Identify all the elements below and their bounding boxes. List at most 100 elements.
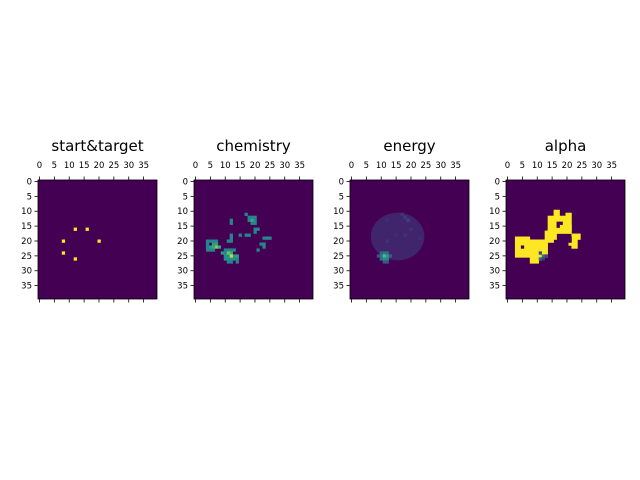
- x-tick-label: 35: [450, 161, 461, 171]
- heatmap-cell: [97, 239, 101, 243]
- heatmap-cell: [229, 221, 233, 225]
- heatmap-cell: [229, 236, 233, 240]
- heatmap-cell: [265, 236, 269, 240]
- x-tick-label: 20: [406, 161, 417, 171]
- heatmap-cell: [253, 230, 257, 234]
- heatmap-cell: [247, 215, 251, 219]
- heatmap-cell: [205, 245, 210, 249]
- heatmap-cell: [568, 236, 572, 240]
- heatmap-cell: [226, 248, 230, 252]
- heatmap-cell: [244, 212, 248, 216]
- heatmap-cell: [235, 257, 239, 261]
- heatmap-cell: [379, 257, 384, 261]
- y-tick-label: 0: [495, 177, 500, 187]
- y-tick-label: 15: [21, 222, 32, 232]
- heatmap-cell: [73, 257, 77, 261]
- heatmap-cell: [226, 254, 230, 258]
- heatmap-cell: [205, 248, 210, 252]
- x-tick-label: 10: [532, 161, 543, 171]
- x-tick-label: 15: [79, 161, 90, 171]
- heatmap-cell: [214, 239, 219, 243]
- heatmap-cell: [220, 251, 225, 255]
- axes-frame: [37, 179, 158, 300]
- heatmap-region: [571, 245, 578, 249]
- heatmap-cell: [85, 227, 89, 231]
- y-tick-label: 5: [339, 192, 344, 202]
- heatmap-cell: [541, 257, 545, 261]
- y-tick-label: 0: [27, 177, 32, 187]
- heatmap-region: [568, 239, 578, 246]
- heatmap-cell: [211, 245, 216, 249]
- heatmap-cell: [559, 221, 563, 225]
- heatmap-cell: [538, 257, 542, 261]
- heatmap-cell: [394, 233, 398, 237]
- heatmap-cell: [568, 239, 572, 243]
- heatmap-cell: [385, 254, 389, 258]
- heatmap-region: [571, 233, 581, 240]
- chart-title: chemistry: [216, 137, 291, 155]
- heatmap-cell: [223, 251, 228, 255]
- axes-frame: [349, 179, 470, 300]
- heatmap-cell: [214, 245, 219, 249]
- x-tick-label: 10: [64, 161, 75, 171]
- heatmap-cell: [235, 254, 239, 258]
- heatmap-cell: [244, 233, 248, 237]
- heatmap-cell: [226, 260, 230, 264]
- y-tick-label: 10: [21, 207, 32, 217]
- heatmap-cell: [235, 260, 239, 264]
- y-tick-label: 15: [489, 222, 500, 232]
- heatmap-cell: [379, 254, 384, 258]
- heatmap-cell: [256, 248, 260, 252]
- heatmap-cell: [268, 236, 272, 240]
- y-tick-label: 30: [21, 267, 32, 277]
- x-tick-label: 5: [364, 161, 369, 171]
- heatmap-cell: [385, 260, 389, 264]
- heatmap-cell: [229, 251, 233, 255]
- heatmap-cell: [403, 215, 407, 219]
- x-tick-label: 15: [235, 161, 246, 171]
- heatmap-cell: [217, 245, 222, 249]
- heatmap-cell: [385, 257, 389, 261]
- heatmap-cell: [382, 251, 386, 255]
- heatmap-cell: [208, 245, 213, 249]
- y-tick-label: 20: [177, 237, 188, 247]
- heatmap-cell: [211, 239, 216, 243]
- y-tick-label: 35: [21, 282, 32, 292]
- heatmap-cell: [223, 248, 228, 252]
- x-tick-label: 20: [562, 161, 573, 171]
- heatmap-region: [544, 230, 554, 243]
- heatmap-cell: [229, 257, 233, 261]
- heatmap-cell: [382, 260, 386, 264]
- heatmap-cell: [232, 257, 236, 261]
- y-tick-label: 25: [177, 252, 188, 262]
- heatmap-cell: [229, 260, 233, 264]
- y-tick-label: 35: [489, 282, 500, 292]
- heatmap-cell: [253, 218, 257, 222]
- heatmap-cell: [379, 251, 384, 255]
- x-tick-label: 0: [505, 161, 510, 171]
- y-tick-label: 0: [183, 177, 188, 187]
- heatmap-cell: [208, 239, 213, 243]
- y-tick-label: 5: [27, 192, 32, 202]
- heatmap-cell: [385, 218, 389, 222]
- heatmap-region: [529, 257, 540, 264]
- heatmap-cell: [382, 257, 386, 261]
- x-tick-label: 5: [208, 161, 213, 171]
- x-tick-label: 10: [220, 161, 231, 171]
- heatmap-region: [568, 224, 572, 234]
- x-tick-label: 10: [376, 161, 387, 171]
- heatmap-cell: [232, 254, 236, 258]
- x-tick-label: 0: [349, 161, 354, 171]
- axes-frame: [193, 179, 314, 300]
- heatmap-cell: [226, 251, 230, 255]
- y-tick-label: 10: [489, 207, 500, 217]
- heatmap-cell: [247, 218, 251, 222]
- heatmap-cell: [229, 218, 233, 222]
- x-tick-label: 0: [37, 161, 42, 171]
- x-tick-label: 5: [520, 161, 525, 171]
- heatmap-cell: [262, 245, 266, 249]
